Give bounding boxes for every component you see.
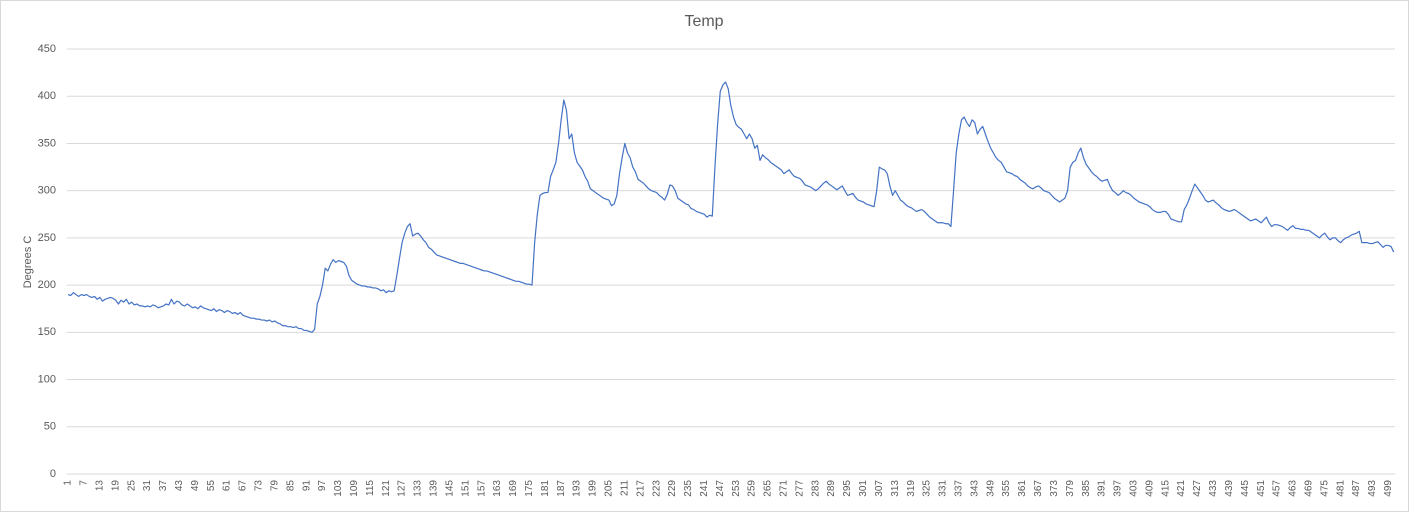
x-tick-label: 337 [954,480,965,497]
x-tick-label: 73 [254,480,265,492]
x-tick-label: 319 [906,480,917,497]
x-tick-label: 157 [476,480,487,497]
x-tick-label: 109 [349,480,360,497]
x-tick-label: 373 [1049,480,1060,497]
x-tick-label: 163 [492,480,503,497]
x-tick-label: 457 [1272,480,1283,497]
x-tick-label: 361 [1017,480,1028,497]
x-tick-label: 379 [1065,480,1076,497]
y-tick-label: 50 [44,421,56,433]
x-tick-label: 277 [794,480,805,497]
x-tick-label: 331 [938,480,949,497]
x-tick-label: 433 [1208,480,1219,497]
y-tick-label: 100 [38,373,56,385]
x-tick-label: 193 [572,480,583,497]
x-tick-label: 211 [619,480,630,496]
x-tick-label: 25 [126,480,137,492]
x-tick-label: 103 [333,480,344,497]
x-tick-label: 385 [1081,480,1092,497]
x-tick-label: 67 [238,480,249,492]
x-tick-label: 217 [635,480,646,497]
x-tick-label: 199 [588,480,599,497]
x-tick-label: 391 [1097,480,1108,497]
x-tick-label: 247 [715,480,726,497]
y-axis-title: Degrees C [22,236,34,289]
y-tick-label: 300 [38,185,56,197]
x-tick-label: 235 [683,480,694,497]
y-tick-label: 350 [38,137,56,149]
x-tick-label: 415 [1160,480,1171,497]
x-tick-label: 397 [1113,480,1124,497]
x-tick-label: 187 [556,480,567,497]
x-tick-label: 355 [1001,480,1012,497]
x-tick-label: 367 [1033,480,1044,497]
x-tick-label: 85 [285,480,296,492]
x-tick-label: 127 [397,480,408,497]
y-tick-label: 250 [38,232,56,244]
x-tick-label: 115 [365,480,376,496]
x-tick-label: 49 [190,480,201,492]
x-tick-label: 223 [651,480,662,497]
x-tick-label: 133 [413,480,424,497]
x-tick-label: 121 [381,480,392,497]
y-tick-label: 450 [38,43,56,55]
x-tick-label: 271 [779,480,790,497]
x-tick-label: 37 [158,480,169,492]
x-tick-label: 139 [429,480,440,497]
y-tick-label: 0 [50,468,56,480]
y-tick-label: 400 [38,90,56,102]
x-tick-label: 283 [810,480,821,497]
x-tick-label: 229 [667,480,678,497]
x-tick-label: 475 [1319,480,1330,497]
x-tick-label: 31 [142,480,153,492]
y-tick-label: 200 [38,279,56,291]
x-tick-label: 409 [1144,480,1155,497]
x-tick-label: 403 [1128,480,1139,497]
x-tick-label: 301 [858,480,869,497]
x-tick-label: 307 [874,480,885,497]
x-tick-label: 253 [731,480,742,497]
x-tick-label: 169 [508,480,519,497]
x-tick-label: 241 [699,480,710,497]
data-line [67,81,1395,333]
x-tick-label: 445 [1240,480,1251,497]
x-tick-label: 313 [890,480,901,497]
x-tick-label: 19 [110,480,121,492]
x-tick-label: 439 [1224,480,1235,497]
x-tick-label: 79 [269,480,280,492]
x-tick-label: 427 [1192,480,1203,497]
x-tick-label: 145 [444,480,455,497]
x-tick-label: 181 [540,480,551,497]
x-tick-label: 205 [604,480,615,497]
x-tick-label: 43 [174,480,185,492]
x-tick-label: 265 [763,480,774,497]
x-tick-label: 97 [317,480,328,492]
chart-title: Temp [684,13,723,30]
x-tick-label: 349 [985,480,996,497]
x-tick-label: 451 [1256,480,1267,497]
x-tick-label: 7 [79,480,90,486]
y-tick-label: 150 [38,326,56,338]
x-tick-label: 343 [969,480,980,497]
x-tick-label: 493 [1367,480,1378,497]
x-tick-label: 1 [63,480,74,486]
x-tick-label: 325 [922,480,933,497]
x-tick-label: 481 [1335,480,1346,497]
x-tick-label: 289 [826,480,837,497]
x-tick-label: 175 [524,480,535,497]
x-tick-label: 151 [460,480,471,497]
x-tick-label: 295 [842,480,853,497]
x-tick-label: 499 [1383,480,1394,497]
x-tick-label: 13 [94,480,105,492]
x-tick-label: 259 [747,480,758,497]
x-tick-label: 463 [1288,480,1299,497]
x-tick-label: 55 [206,480,217,492]
x-tick-label: 61 [222,480,233,492]
x-tick-label: 469 [1303,480,1314,497]
x-tick-label: 91 [301,480,312,492]
x-tick-label: 487 [1351,480,1362,497]
x-tick-label: 421 [1176,480,1187,497]
